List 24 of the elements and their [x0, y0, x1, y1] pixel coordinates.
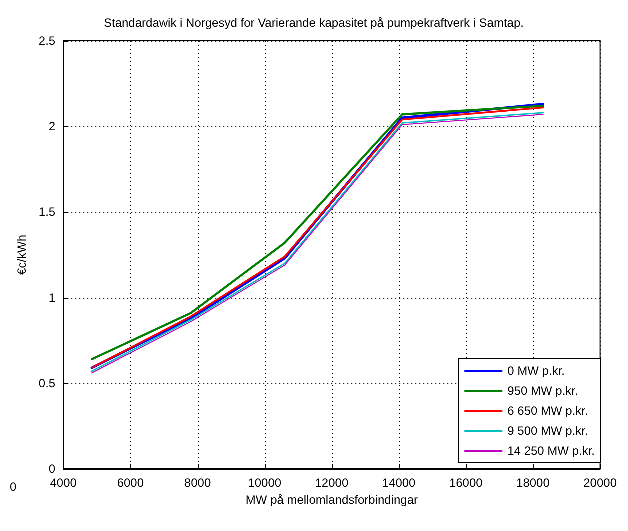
y-tick-label: 1 — [48, 290, 56, 305]
legend-label: 9 500 MW p.kr. — [508, 424, 588, 438]
y-tick-label: 2.5 — [38, 34, 56, 48]
y-axis-title: €c/kWh — [15, 234, 29, 276]
legend-label: 950 MW p.kr. — [508, 384, 578, 398]
x-tick-label: 4000 — [50, 476, 78, 490]
x-tick-label: 6000 — [117, 476, 144, 490]
x-tick-label: 8000 — [184, 476, 212, 490]
x-tick-label: 18000 — [516, 476, 550, 490]
x-tick-label: 12000 — [315, 476, 349, 490]
x-tick-label: 10000 — [248, 476, 282, 490]
legend-label: 6 650 MW p.kr. — [508, 404, 588, 418]
legend-label: 14 250 MW p.kr. — [508, 444, 596, 458]
x-tick-label: 14000 — [382, 476, 416, 490]
y-tick-label: 0.5 — [38, 376, 56, 390]
x-tick-label: 16000 — [449, 476, 484, 490]
y-tick-label: 1.5 — [38, 205, 56, 220]
chart-title: Standardawik i Norgesyd for Varierande kapasitet på pumpekraftverk i Samtap. — [104, 16, 524, 30]
legend-label: 0 MW p.kr. — [508, 364, 565, 378]
y-tick-label: 2 — [48, 120, 56, 134]
y-tick-label: 0 — [48, 462, 56, 476]
x-tick-label: 20000 — [584, 476, 618, 490]
text: 0 — [10, 480, 17, 494]
x-axis-title: MW på mellomlandsforbindingar — [246, 492, 418, 507]
